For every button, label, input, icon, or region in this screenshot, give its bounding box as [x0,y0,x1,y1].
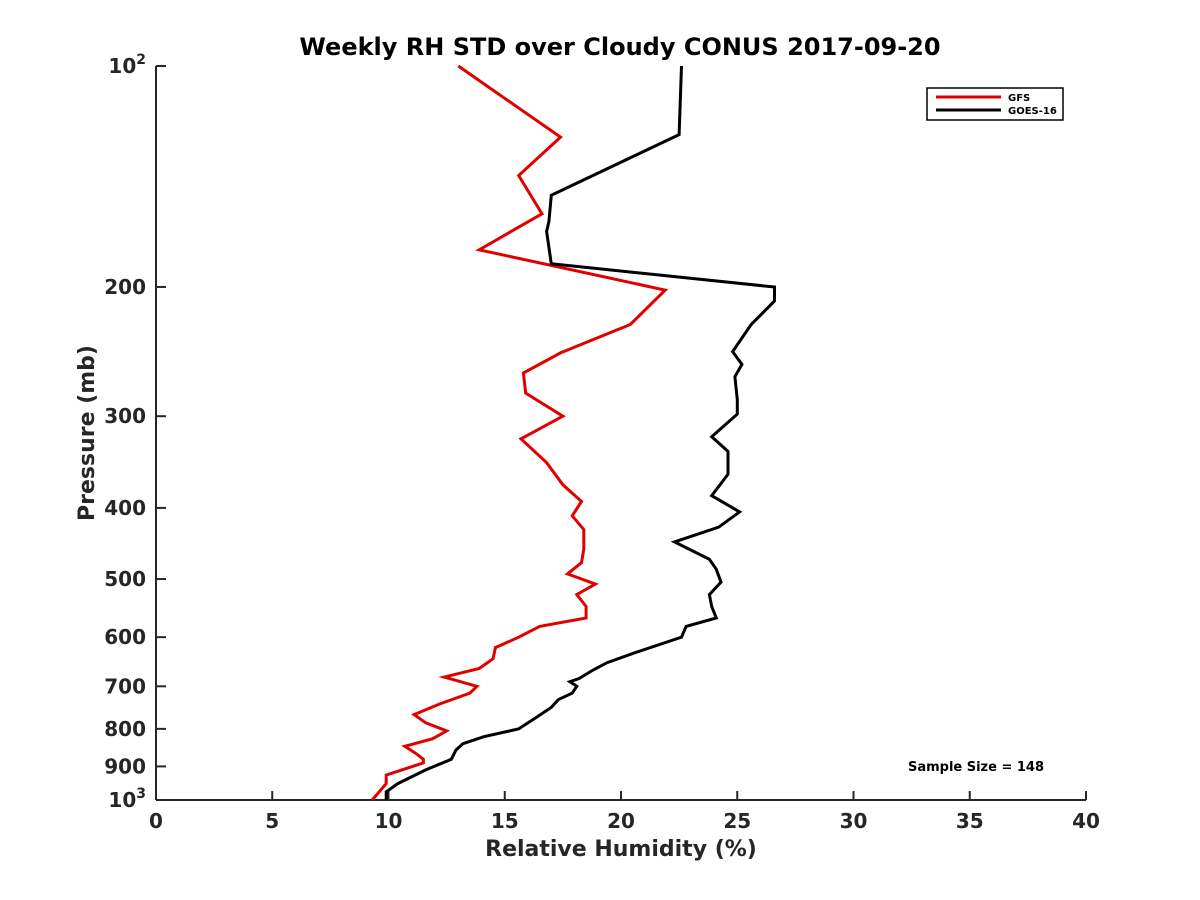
y-tick-label: 500 [104,567,146,591]
sample-size-annotation: Sample Size = 148 [908,760,1044,775]
x-tick-label: 25 [723,809,751,833]
series-line-goes16 [384,65,776,800]
chart-title: Weekly RH STD over Cloudy CONUS 2017-09-… [299,33,940,61]
y-tick-label: 200 [104,275,146,299]
legend: GFS GOES-16 [926,87,1064,121]
x-ticks: 0 5 10 15 20 25 30 35 40 [149,791,1100,833]
x-tick-label: 0 [149,809,163,833]
x-tick-label: 20 [607,809,635,833]
legend-box [926,87,1064,121]
legend-label-gfs: GFS [1008,93,1030,104]
x-tick-label: 30 [840,809,868,833]
x-axis-label: Relative Humidity (%) [485,837,757,862]
y-tick-label: 900 [104,754,146,778]
x-tick-label: 10 [375,809,403,833]
x-tick-label: 40 [1072,809,1100,833]
y-tick-label: 800 [104,717,146,741]
y-tick-label: 700 [104,674,146,698]
series-group [371,64,776,801]
y-tick-label: 600 [104,625,146,649]
y-ticks: 102 200 300 400 500 600 700 800 900 103 [104,52,166,812]
x-tick-label: 15 [491,809,519,833]
y-tick-label: 103 [108,786,146,812]
y-tick-label: 300 [104,404,146,428]
x-tick-label: 5 [265,809,279,833]
y-tick-label: 400 [104,496,146,520]
y-axis-label: Pressure (mb) [75,345,100,521]
legend-label-goes16: GOES-16 [1008,106,1057,117]
series-line-gfs [371,64,669,801]
plot-axes [155,66,1086,801]
y-tick-label: 102 [108,52,146,78]
x-tick-label: 35 [956,809,984,833]
